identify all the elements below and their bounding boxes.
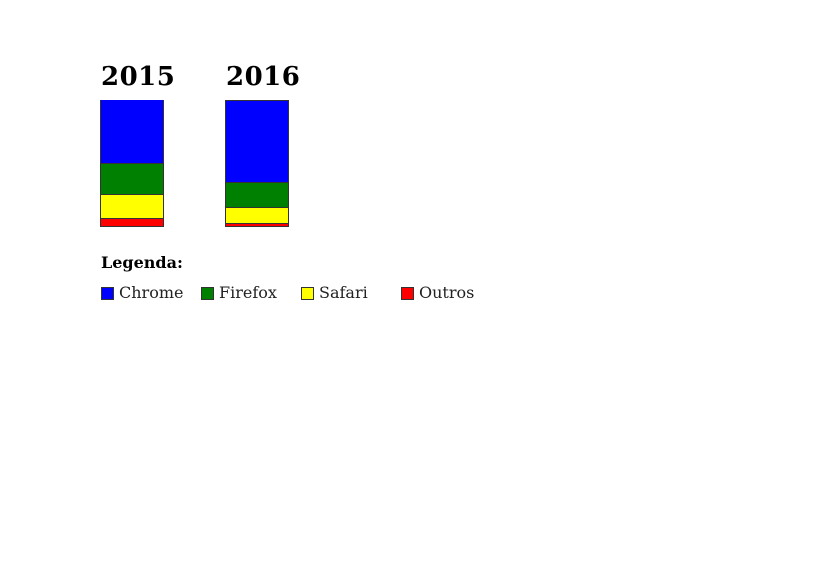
bar-segment-firefox-2016: [226, 182, 288, 207]
bar-segment-outros-2016: [226, 223, 288, 226]
legend-label-firefox: Firefox: [219, 283, 277, 302]
bar-segment-safari-2016: [226, 207, 288, 223]
bar-segment-chrome-2015: [101, 100, 163, 163]
bar-segment-outros-2015: [101, 218, 163, 226]
legend-item-outros: Outros: [401, 283, 474, 303]
legend-item-safari: Safari: [301, 283, 368, 303]
legend-item-firefox: Firefox: [201, 283, 277, 303]
legend-label-safari: Safari: [319, 283, 368, 302]
stacked-bar-2015: [100, 100, 164, 227]
legend-swatch-chrome: [101, 286, 114, 300]
legend-label-chrome: Chrome: [119, 283, 184, 302]
legend-swatch-firefox: [201, 286, 214, 300]
legend-items: Chrome Firefox Safari Outros: [101, 283, 521, 305]
legend-title: Legenda:: [101, 253, 183, 272]
legend-swatch-safari: [301, 286, 314, 300]
year-title-2015: 2015: [101, 62, 176, 92]
legend-label-outros: Outros: [419, 283, 475, 302]
bar-segment-safari-2015: [101, 194, 163, 218]
legend-item-chrome: Chrome: [101, 283, 183, 303]
chart-area: 2015 2016: [100, 60, 400, 235]
legend: Legenda: Chrome Firefox Safari Outros: [101, 253, 521, 305]
stacked-bar-2016: [225, 100, 289, 227]
bar-segment-firefox-2015: [101, 163, 163, 194]
bar-segment-chrome-2016: [226, 101, 288, 182]
year-title-2016: 2016: [226, 62, 301, 92]
legend-swatch-outros: [401, 286, 414, 300]
